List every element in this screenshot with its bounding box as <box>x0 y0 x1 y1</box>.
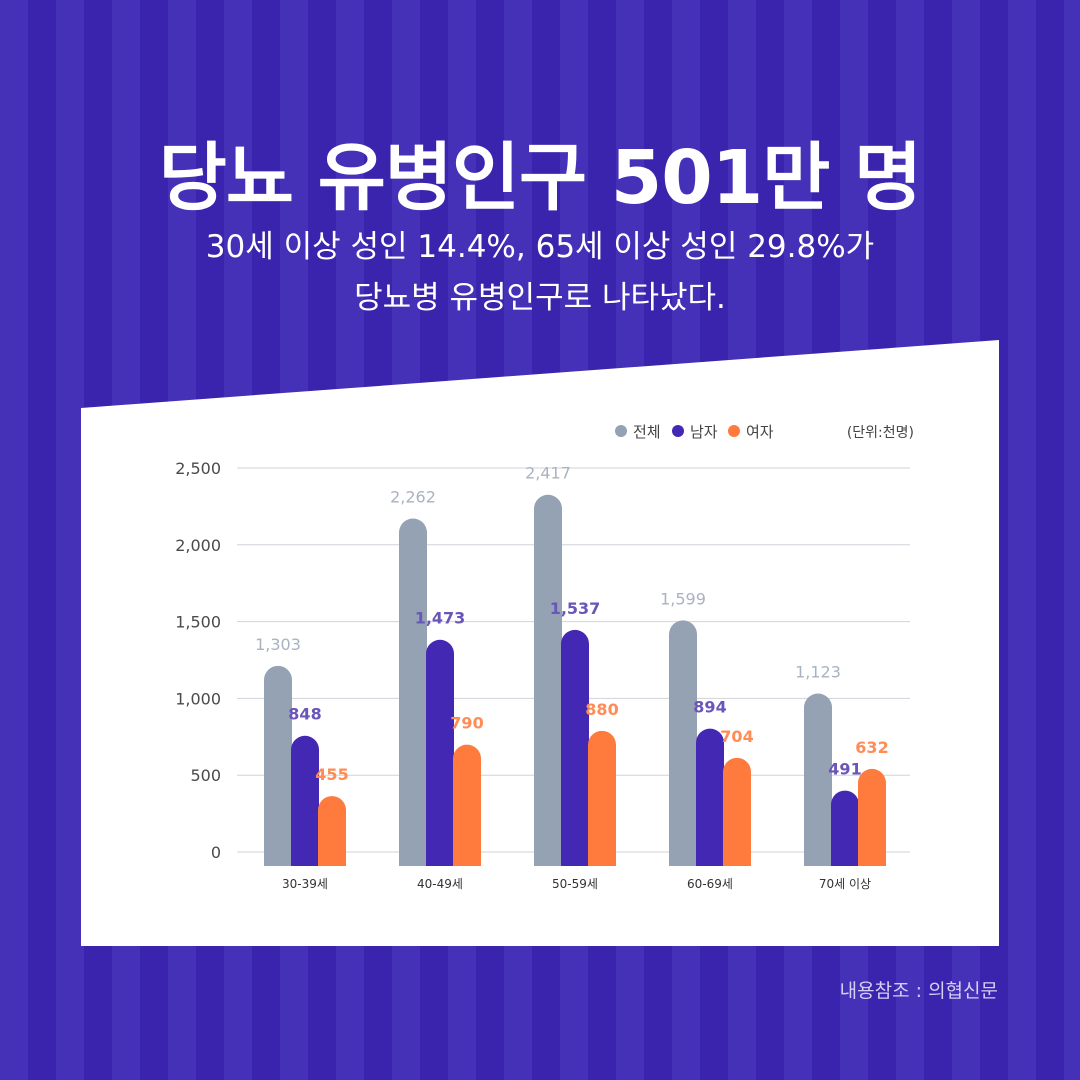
x-tick-label: 40-49세 <box>417 877 463 891</box>
bar-female <box>858 768 886 866</box>
bar-total <box>804 693 832 866</box>
legend-label-total: 전체 <box>633 423 661 441</box>
x-tick-label: 60-69세 <box>687 877 733 891</box>
data-label-female: 880 <box>585 700 618 719</box>
bar-male <box>831 790 859 866</box>
legend-marker-total <box>615 425 627 437</box>
data-label-total: 2,417 <box>525 464 571 483</box>
data-label-male: 894 <box>693 698 726 717</box>
legend-marker-female <box>728 425 740 437</box>
legend-marker-male <box>672 425 684 437</box>
unit-note: (단위:천명) <box>847 425 914 441</box>
legend-label-female: 여자 <box>746 423 774 441</box>
x-tick-label: 30-39세 <box>282 877 328 891</box>
x-tick-label: 50-59세 <box>552 877 598 891</box>
data-label-male: 1,473 <box>415 609 466 628</box>
data-label-male: 1,537 <box>550 599 601 618</box>
bar-total <box>534 494 562 866</box>
bar-female <box>318 796 346 866</box>
bar-male <box>426 639 454 866</box>
bar-male <box>561 629 589 866</box>
data-label-female: 790 <box>450 714 483 733</box>
page-title: 당뇨 유병인구 501만 명 <box>158 135 922 221</box>
legend-label-male: 남자 <box>690 423 718 441</box>
bar-female <box>588 730 616 866</box>
data-label-male: 848 <box>288 705 321 724</box>
bar-total <box>399 518 427 866</box>
y-tick-label: 1,000 <box>175 689 221 708</box>
bar-total <box>264 665 292 866</box>
bar-female <box>723 757 751 866</box>
bar-total <box>669 620 697 866</box>
data-label-female: 632 <box>855 738 888 757</box>
y-tick-label: 2,500 <box>175 459 221 478</box>
data-label-total: 2,262 <box>390 488 436 507</box>
data-label-total: 1,599 <box>660 589 706 608</box>
data-label-female: 455 <box>315 765 348 784</box>
y-tick-label: 2,000 <box>175 536 221 555</box>
data-label-female: 704 <box>720 727 753 746</box>
data-label-total: 1,123 <box>795 663 841 682</box>
data-label-male: 491 <box>828 760 861 779</box>
bar-female <box>453 744 481 866</box>
x-tick-label: 70세 이상 <box>819 877 871 891</box>
subtitle: 30세 이상 성인 14.4%, 65세 이상 성인 29.8%가 당뇨병 유병… <box>0 222 1080 324</box>
y-tick-label: 1,500 <box>175 613 221 632</box>
y-tick-label: 0 <box>211 843 221 862</box>
subtitle-line-1: 30세 이상 성인 14.4%, 65세 이상 성인 29.8%가 <box>205 229 875 265</box>
y-tick-label: 500 <box>190 766 221 785</box>
source-note: 내용참조 : 의협신문 <box>839 980 998 1002</box>
subtitle-line-2: 당뇨병 유병인구로 나타났다. <box>354 280 726 316</box>
bar-male <box>291 735 319 866</box>
data-label-total: 1,303 <box>255 635 301 654</box>
bar-male <box>696 728 724 866</box>
